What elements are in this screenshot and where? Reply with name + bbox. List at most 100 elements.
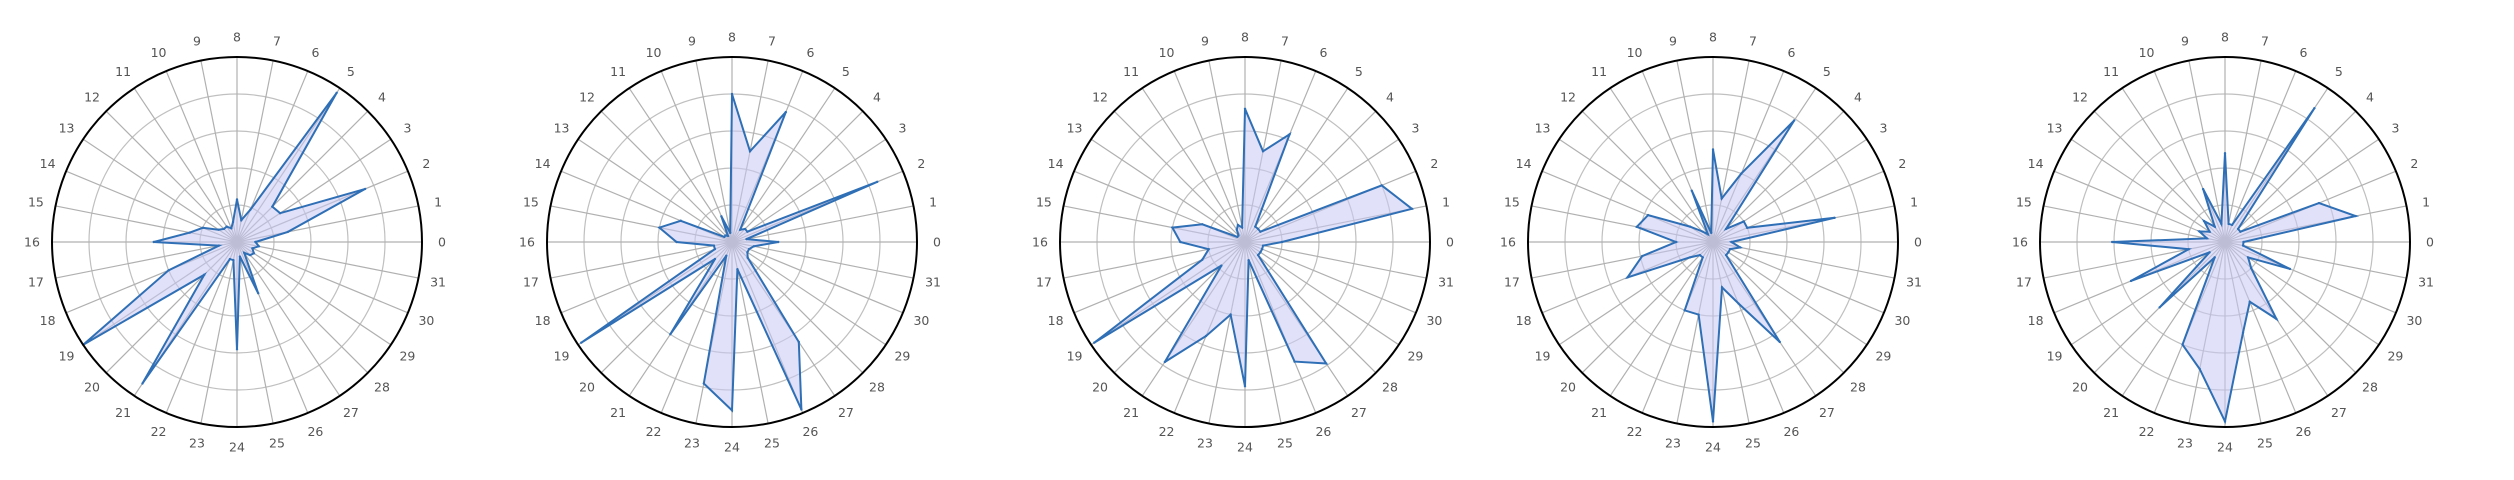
tick-label: 23 bbox=[1665, 436, 1681, 451]
spoke-3 bbox=[731, 138, 887, 243]
tick-label: 4 bbox=[1386, 90, 1394, 105]
tick-label: 0 bbox=[438, 235, 446, 250]
data-point-16 bbox=[1674, 240, 1678, 244]
data-point-29 bbox=[2246, 256, 2250, 259]
data-point-22 bbox=[228, 257, 232, 261]
spoke-21 bbox=[1609, 241, 1714, 397]
tick-label: 5 bbox=[347, 64, 355, 79]
spoke-28 bbox=[731, 241, 864, 374]
data-point-22 bbox=[1204, 334, 1208, 338]
spoke-28 bbox=[1712, 241, 1845, 374]
spoke-11 bbox=[2121, 87, 2226, 243]
data-point-9 bbox=[231, 220, 235, 224]
data-point-22 bbox=[725, 254, 728, 257]
tick-label: 31 bbox=[1906, 274, 1922, 289]
tick-label: 2 bbox=[1898, 156, 1906, 171]
tick-label: 18 bbox=[40, 313, 56, 328]
data-point-29 bbox=[1259, 251, 1262, 254]
tick-label: 16 bbox=[519, 235, 535, 250]
spoke-19 bbox=[2070, 241, 2226, 346]
spoke-9 bbox=[2188, 60, 2226, 243]
tick-label: 3 bbox=[898, 121, 906, 136]
tick-label: 13 bbox=[1067, 121, 1083, 136]
data-point-11 bbox=[1706, 233, 1710, 236]
spoke-23 bbox=[200, 241, 238, 424]
data-point-18 bbox=[1626, 276, 1629, 279]
tick-label: 20 bbox=[2072, 379, 2088, 394]
tick-label: 16 bbox=[24, 235, 40, 250]
data-point-11 bbox=[1235, 228, 1238, 231]
data-point-21 bbox=[141, 382, 144, 385]
tick-label: 17 bbox=[523, 274, 539, 289]
data-point-23 bbox=[1697, 313, 1700, 316]
data-point-13 bbox=[1688, 225, 1692, 228]
data-point-14 bbox=[2198, 230, 2201, 233]
spoke-17 bbox=[550, 241, 733, 279]
tick-label: 28 bbox=[869, 379, 885, 394]
spoke-9 bbox=[695, 60, 733, 243]
tick-label: 11 bbox=[1123, 64, 1139, 79]
data-point-18 bbox=[713, 247, 717, 251]
tick-label: 4 bbox=[378, 90, 386, 105]
data-point-30 bbox=[1260, 247, 1264, 251]
data-point-25 bbox=[1720, 286, 1724, 289]
data-point-1 bbox=[1833, 216, 1836, 220]
data-point-16 bbox=[675, 240, 678, 244]
data-point-9 bbox=[1240, 226, 1244, 229]
tick-label: 14 bbox=[40, 156, 56, 171]
tick-label: 27 bbox=[838, 405, 854, 420]
tick-label: 13 bbox=[59, 121, 75, 136]
tick-label: 23 bbox=[1197, 436, 1213, 451]
tick-label: 29 bbox=[2387, 348, 2403, 363]
spoke-12 bbox=[1581, 110, 1714, 243]
data-point-23 bbox=[702, 382, 706, 385]
tick-label: 12 bbox=[579, 90, 595, 105]
tick-label: 27 bbox=[2331, 405, 2347, 420]
tick-label: 18 bbox=[535, 313, 551, 328]
tick-label: 30 bbox=[1894, 313, 1910, 328]
data-point-23 bbox=[232, 258, 235, 262]
tick-label: 9 bbox=[2181, 33, 2189, 48]
tick-label: 29 bbox=[894, 348, 910, 363]
data-point-17 bbox=[217, 244, 221, 247]
spoke-25 bbox=[236, 241, 274, 424]
tick-label: 15 bbox=[28, 195, 44, 210]
tick-label: 7 bbox=[1281, 33, 1289, 48]
spoke-17 bbox=[55, 241, 238, 279]
tick-label: 1 bbox=[2422, 195, 2430, 210]
data-point-2 bbox=[1380, 184, 1383, 187]
tick-label: 15 bbox=[523, 195, 539, 210]
tick-label: 6 bbox=[806, 45, 814, 60]
spoke-5 bbox=[731, 87, 836, 243]
tick-label: 25 bbox=[269, 436, 285, 451]
data-point-10 bbox=[720, 215, 723, 218]
tick-label: 17 bbox=[1036, 274, 1052, 289]
data-point-1 bbox=[2354, 214, 2357, 218]
tick-label: 3 bbox=[1879, 121, 1887, 136]
tick-label: 22 bbox=[1159, 424, 1175, 439]
tick-label: 1 bbox=[1442, 195, 1450, 210]
data-point-18 bbox=[167, 269, 170, 272]
data-point-28 bbox=[2249, 266, 2253, 270]
data-point-20 bbox=[713, 257, 717, 261]
tick-label: 6 bbox=[2299, 45, 2307, 60]
tick-label: 8 bbox=[1241, 30, 1249, 45]
tick-label: 3 bbox=[2391, 121, 2399, 136]
tick-label: 6 bbox=[1787, 45, 1795, 60]
data-point-1 bbox=[1410, 207, 1414, 210]
tick-label: 24 bbox=[2217, 440, 2233, 455]
tick-label: 14 bbox=[1516, 156, 1532, 171]
tick-label: 25 bbox=[1745, 436, 1761, 451]
tick-label: 22 bbox=[151, 424, 167, 439]
data-point-27 bbox=[1778, 340, 1782, 344]
data-point-24 bbox=[1243, 385, 1247, 388]
data-point-10 bbox=[1690, 189, 1693, 192]
data-point-25 bbox=[238, 255, 242, 258]
tick-label: 7 bbox=[2261, 33, 2269, 48]
data-point-26 bbox=[1293, 360, 1296, 363]
data-point-5 bbox=[1254, 225, 1257, 228]
tick-label: 2 bbox=[917, 156, 925, 171]
data-point-9 bbox=[728, 231, 732, 235]
